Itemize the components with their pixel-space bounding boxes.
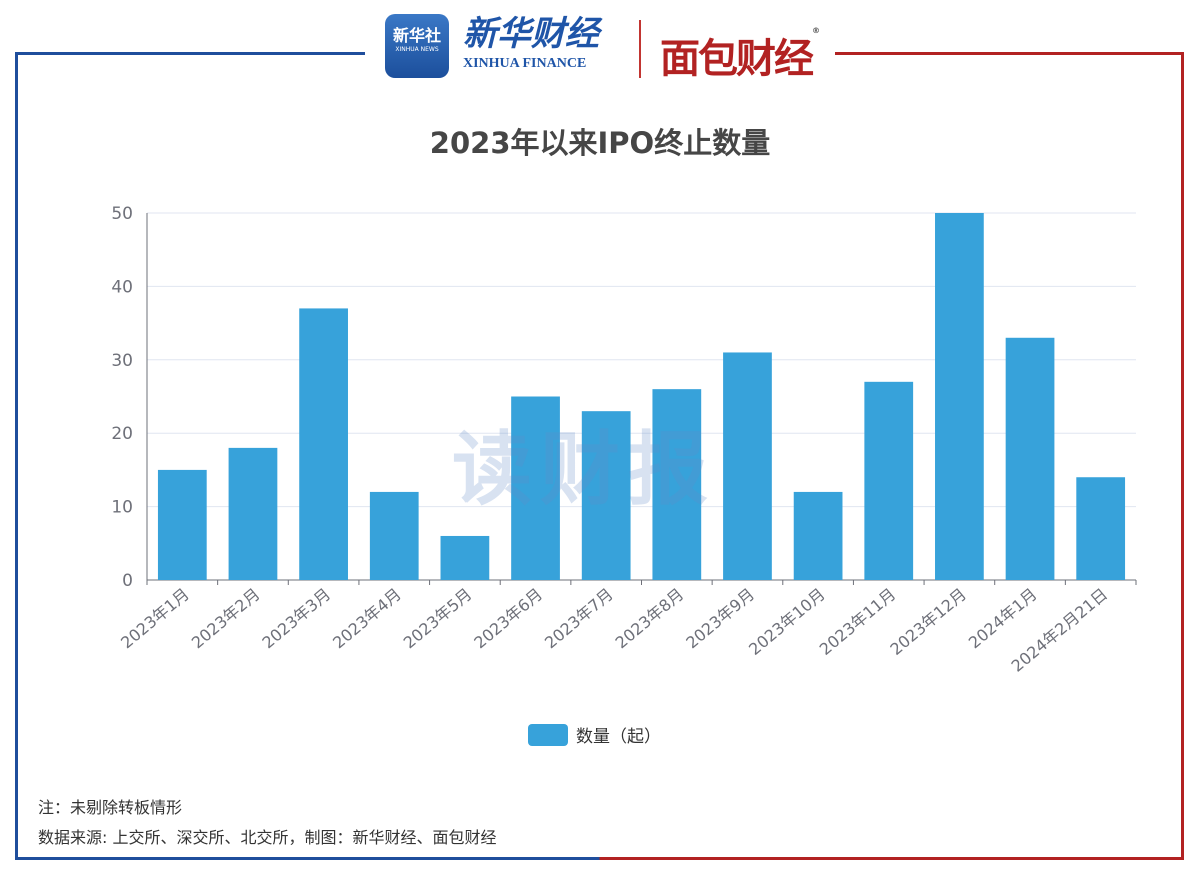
watermark: 读财报 bbox=[452, 423, 716, 516]
bar bbox=[157, 469, 207, 580]
bar bbox=[652, 389, 702, 580]
xinhua-finance-logo: 新华财经 XINHUA FINANCE bbox=[463, 14, 599, 71]
data-source: 数据来源: 上交所、深交所、北交所，制图：新华财经、面包财经 bbox=[38, 828, 497, 847]
bar bbox=[228, 447, 278, 580]
bar bbox=[793, 491, 843, 580]
bar bbox=[1076, 477, 1126, 580]
x-tick-label: 2023年11月 bbox=[816, 585, 900, 659]
y-tick-label: 50 bbox=[111, 204, 133, 224]
y-tick-label: 40 bbox=[111, 277, 133, 297]
legend[interactable]: 数量（起） bbox=[528, 722, 661, 747]
y-tick-label: 10 bbox=[111, 498, 133, 518]
x-tick-label: 2023年12月 bbox=[886, 585, 970, 659]
x-tick-label: 2023年1月 bbox=[117, 585, 193, 653]
frame-bottom bbox=[15, 857, 1184, 860]
x-tick-label: 2023年3月 bbox=[258, 585, 334, 653]
y-tick-label: 30 bbox=[111, 351, 133, 371]
bar bbox=[369, 491, 419, 580]
x-tick-label: 2023年4月 bbox=[329, 585, 405, 653]
chart-title: 2023年以来IPO终止数量 bbox=[429, 126, 771, 160]
y-tick-label: 20 bbox=[111, 424, 133, 444]
frame-top-left bbox=[15, 52, 365, 55]
frame-right bbox=[1181, 52, 1184, 860]
bar bbox=[935, 213, 984, 580]
xinhua-news-logo: 新华社 XINHUA NEWS bbox=[385, 14, 449, 78]
x-tick-label: 2023年5月 bbox=[400, 585, 476, 653]
legend-label: 数量（起） bbox=[576, 727, 661, 747]
x-tick-label: 2023年10月 bbox=[745, 585, 829, 659]
header-logos: 新华社 XINHUA NEWS 新华财经 XINHUA FINANCE 面包财经® bbox=[385, 12, 825, 82]
legend-swatch bbox=[528, 723, 568, 746]
bar bbox=[440, 535, 490, 580]
bar bbox=[1005, 337, 1055, 580]
frame-top-right bbox=[835, 52, 1184, 55]
x-tick-label: 2023年8月 bbox=[612, 585, 688, 653]
x-tick-label: 2023年7月 bbox=[541, 585, 617, 653]
bar bbox=[581, 411, 631, 580]
bar bbox=[511, 396, 560, 580]
mianbao-logo: 面包财经® bbox=[660, 26, 820, 82]
chart-note: 注：未剔除转板情形 bbox=[38, 798, 183, 817]
bar bbox=[299, 308, 348, 580]
bar bbox=[723, 352, 772, 580]
bar bbox=[864, 381, 914, 580]
x-tick-label: 2023年6月 bbox=[470, 585, 546, 653]
logo-divider bbox=[639, 20, 641, 78]
x-tick-label: 2023年2月 bbox=[188, 585, 264, 653]
frame-left bbox=[15, 52, 18, 860]
y-tick-label: 0 bbox=[122, 571, 133, 591]
